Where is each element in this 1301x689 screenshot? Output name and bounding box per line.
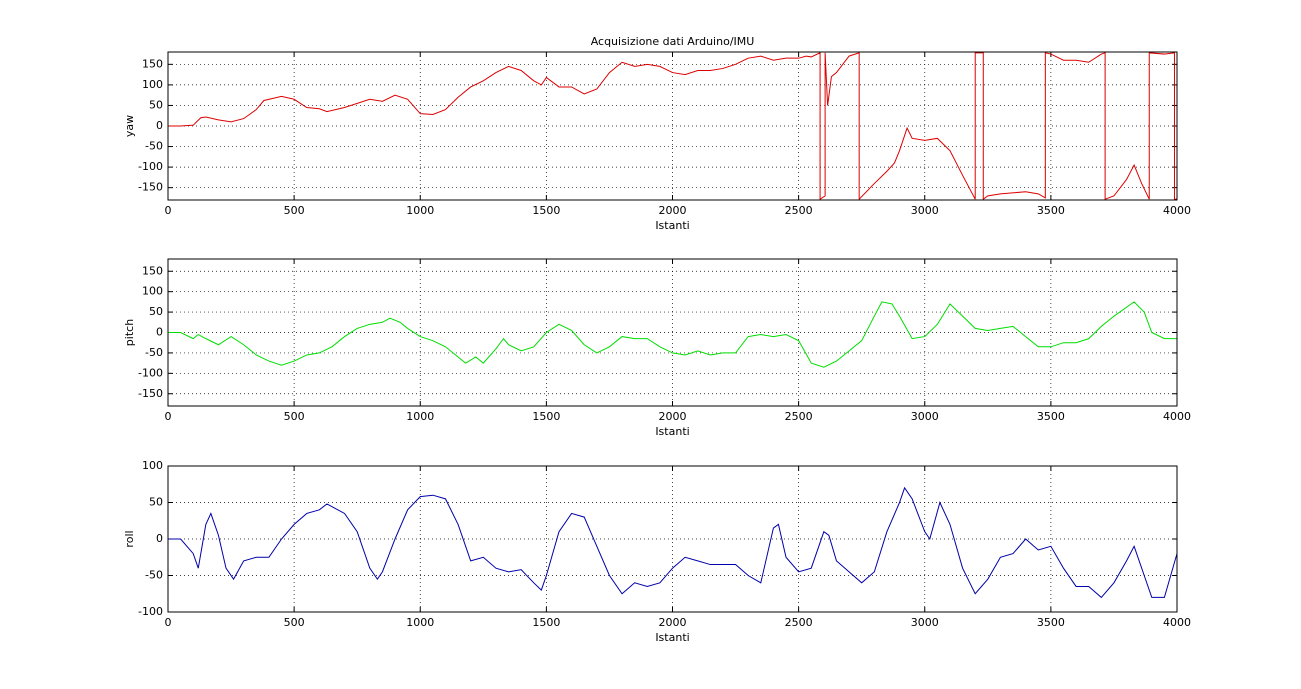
x-tick-label: 2500 xyxy=(785,616,813,629)
y-tick-label: -100 xyxy=(138,366,163,379)
x-tick-label: 500 xyxy=(284,410,305,423)
chart-title: Acquisizione dati Arduino/IMU xyxy=(591,35,755,48)
x-tick-label: 4000 xyxy=(1163,616,1191,629)
data-line xyxy=(168,486,1177,599)
y-tick-label: -100 xyxy=(138,605,163,618)
x-tick-label: 3000 xyxy=(911,410,939,423)
y-tick-label: 100 xyxy=(142,285,163,298)
axes-frame xyxy=(167,465,1178,613)
y-axis-label: pitch xyxy=(123,319,136,346)
y-tick-label: 50 xyxy=(149,496,163,509)
x-tick-label: 2500 xyxy=(785,204,813,217)
y-tick-label: 100 xyxy=(142,78,163,91)
x-tick-label: 3500 xyxy=(1037,204,1065,217)
axes-frame xyxy=(167,258,1178,407)
x-tick-label: 500 xyxy=(284,616,305,629)
x-tick-label: 0 xyxy=(165,616,172,629)
x-tick-label: 2000 xyxy=(659,410,687,423)
x-tick-label: 1000 xyxy=(406,204,434,217)
x-tick-label: 1500 xyxy=(532,204,560,217)
y-tick-label: 0 xyxy=(156,326,163,339)
y-axis-label: roll xyxy=(123,530,136,547)
y-tick-label: 50 xyxy=(149,98,163,111)
axes-frame xyxy=(167,51,1178,201)
y-tick-label: -100 xyxy=(138,160,163,173)
y-tick-label: 0 xyxy=(156,119,163,132)
x-tick-label: 2000 xyxy=(659,616,687,629)
x-axis-label: Istanti xyxy=(655,425,689,438)
x-tick-label: 0 xyxy=(165,410,172,423)
x-tick-label: 4000 xyxy=(1163,410,1191,423)
y-tick-label: 150 xyxy=(142,264,163,277)
y-tick-label: -150 xyxy=(138,387,163,400)
data-line xyxy=(168,301,1177,368)
y-tick-label: -50 xyxy=(145,346,163,359)
y-tick-label: -50 xyxy=(145,569,163,582)
x-tick-label: 3000 xyxy=(911,616,939,629)
x-tick-label: 2000 xyxy=(659,204,687,217)
x-tick-label: 3500 xyxy=(1037,410,1065,423)
y-tick-label: -150 xyxy=(138,181,163,194)
x-tick-label: 1500 xyxy=(532,410,560,423)
x-tick-label: 4000 xyxy=(1163,204,1191,217)
x-tick-label: 0 xyxy=(165,204,172,217)
x-tick-label: 1000 xyxy=(406,616,434,629)
x-axis-label: Istanti xyxy=(655,631,689,644)
y-tick-label: 100 xyxy=(142,459,163,472)
x-tick-label: 500 xyxy=(284,204,305,217)
y-tick-label: 0 xyxy=(156,532,163,545)
x-axis-label: Istanti xyxy=(655,219,689,232)
y-tick-label: 50 xyxy=(149,305,163,318)
x-tick-label: 1000 xyxy=(406,410,434,423)
y-axis-label: yaw xyxy=(123,115,136,137)
x-tick-label: 1500 xyxy=(532,616,560,629)
data-line xyxy=(168,52,1177,200)
x-tick-label: 3000 xyxy=(911,204,939,217)
y-tick-label: -50 xyxy=(145,140,163,153)
y-tick-label: 150 xyxy=(142,57,163,70)
x-tick-label: 2500 xyxy=(785,410,813,423)
x-tick-label: 3500 xyxy=(1037,616,1065,629)
